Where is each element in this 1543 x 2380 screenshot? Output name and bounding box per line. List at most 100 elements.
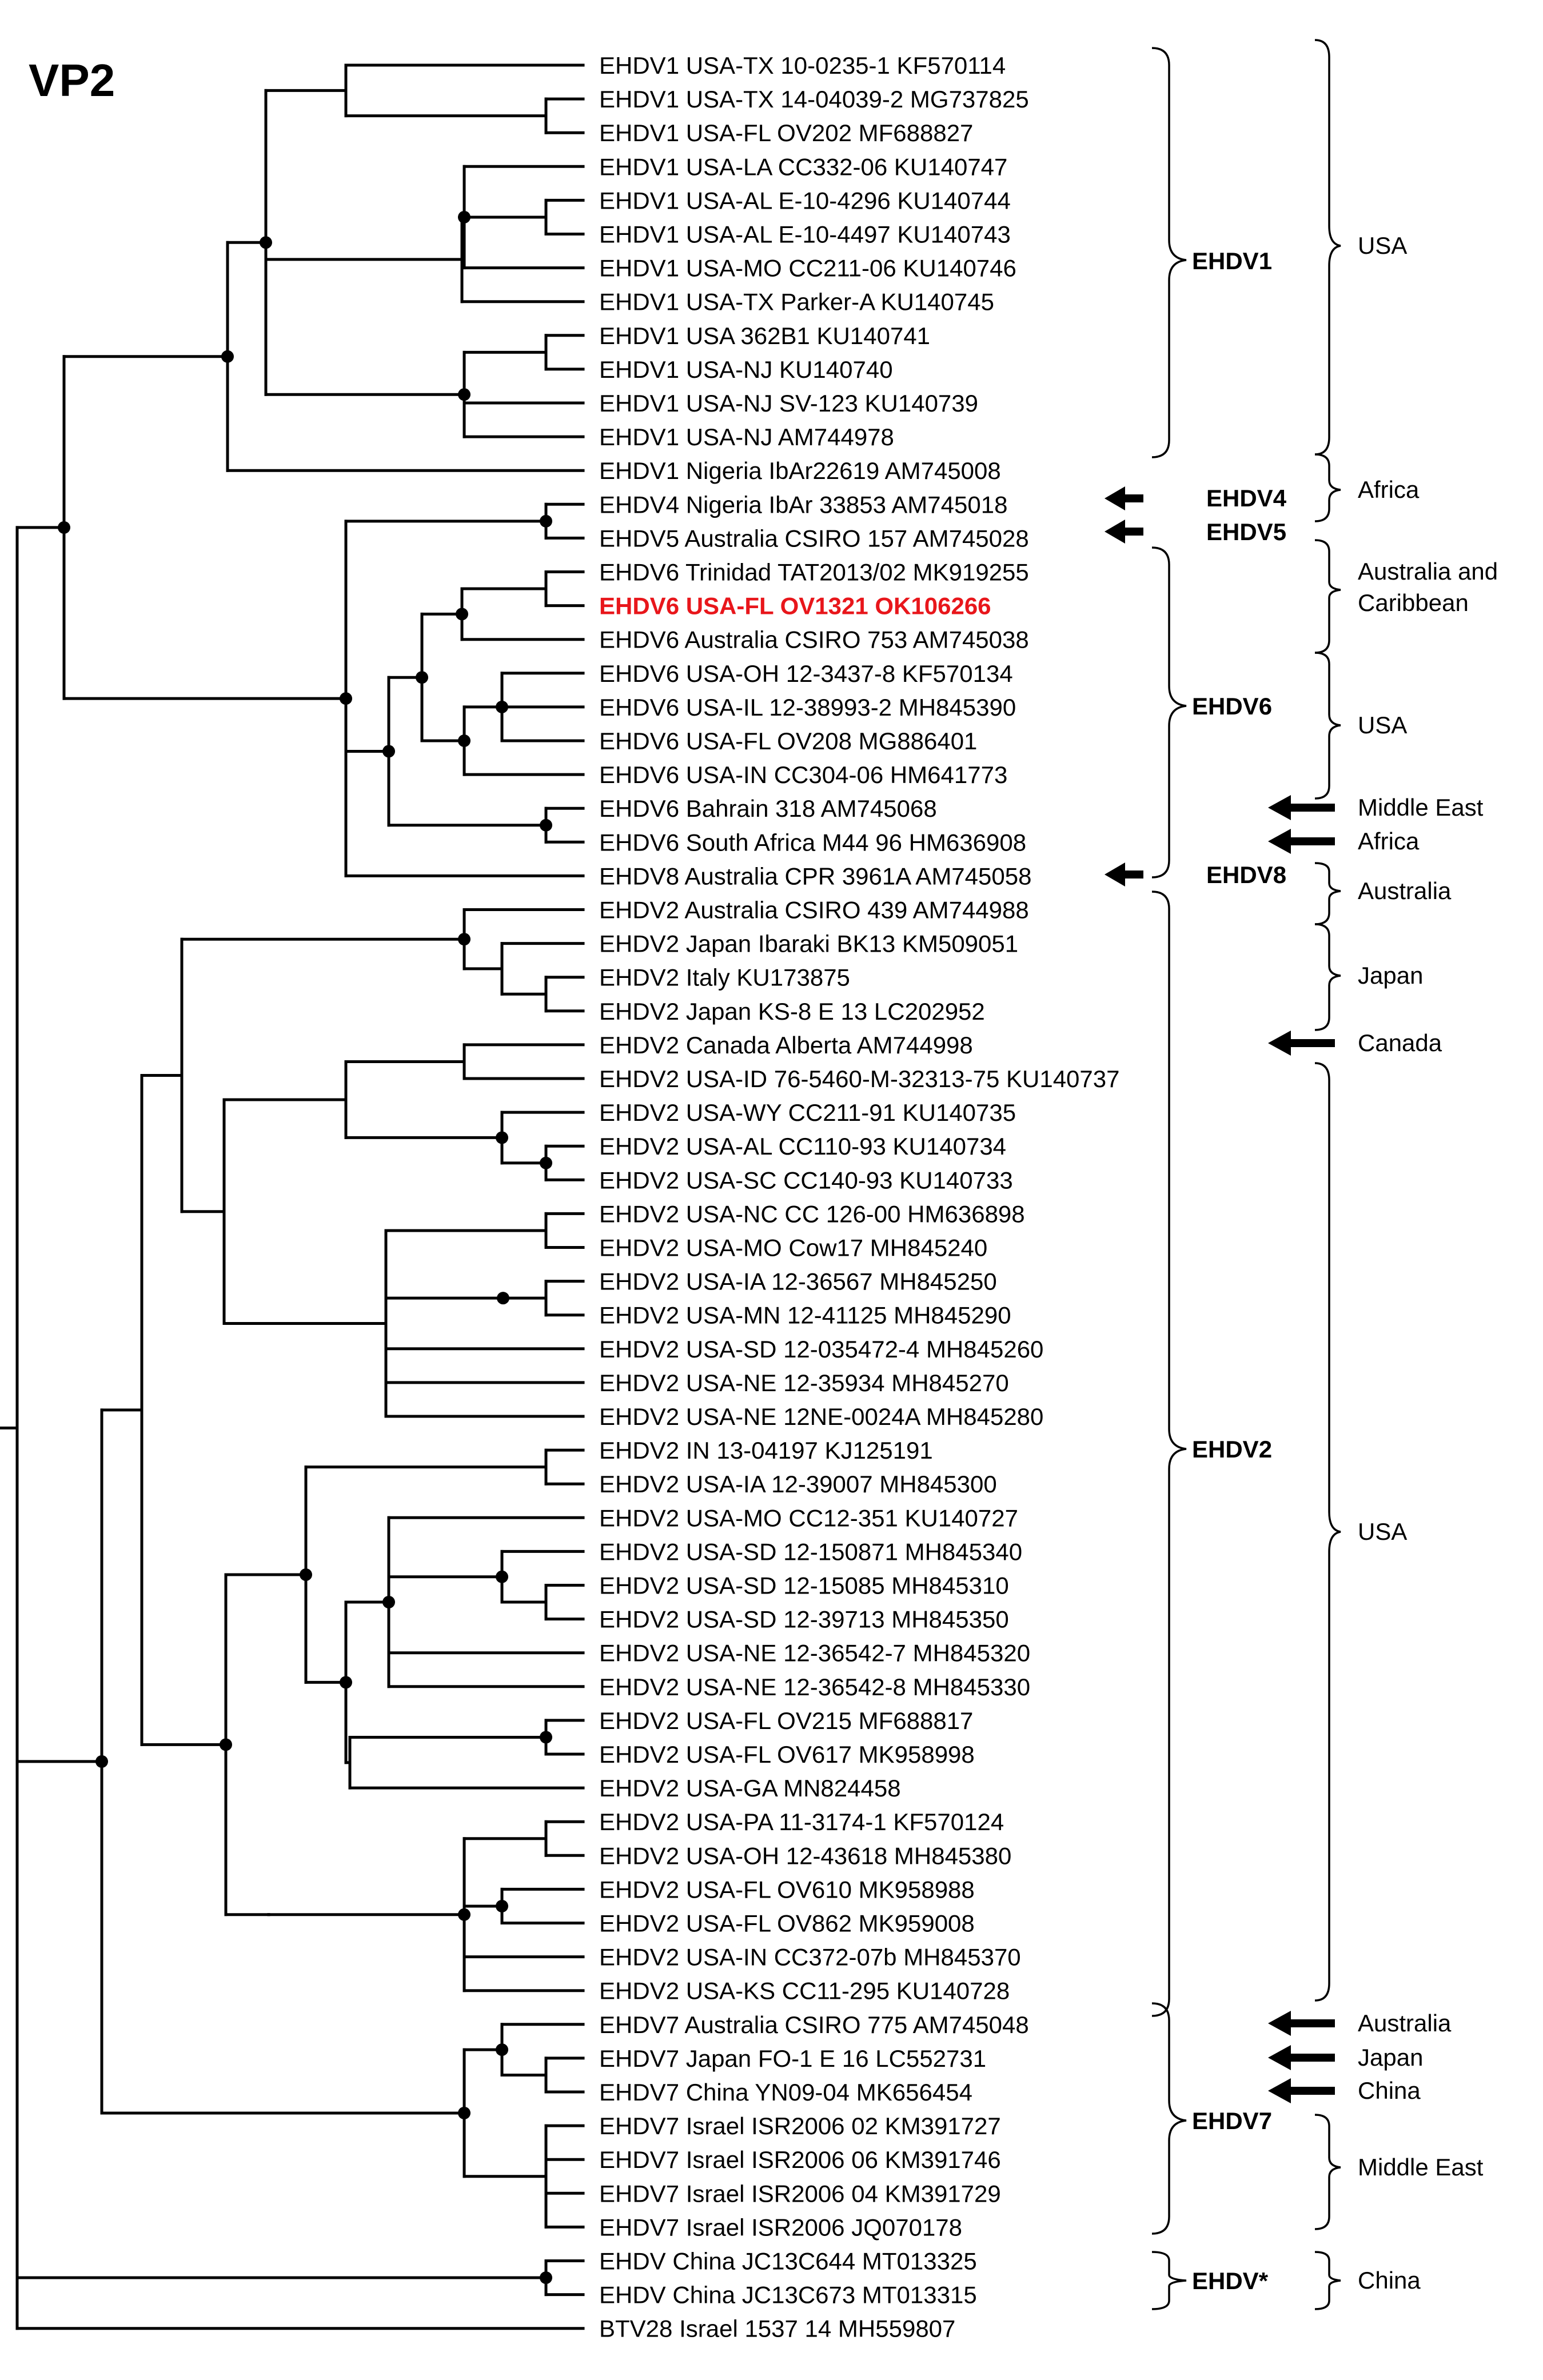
leaf-label: EHDV2 USA-FL OV215 MF688817 — [599, 1707, 973, 1734]
region-label-usa-2: USA — [1358, 712, 1407, 738]
leaf-label: EHDV2 USA-FL OV617 MK958998 — [599, 1741, 975, 1768]
leaf-label: EHDV8 Australia CPR 3961A AM745058 — [599, 862, 1031, 889]
leaf-labels: EHDV1 USA-TX 10-0235-1 KF570114 EHDV1 USA… — [599, 52, 1120, 2342]
leaf-label: EHDV1 USA-TX 14-04039-2 MG737825 — [599, 86, 1029, 113]
tree-branches — [0, 63, 585, 2330]
leaf-label: EHDV7 Japan FO-1 E 16 LC552731 — [599, 2045, 986, 2072]
leaf-label: EHDV7 Israel ISR2006 04 KM391729 — [599, 2180, 1001, 2207]
annotations: EHDV1 EHDV4 EHDV5 EHDV6 EHDV8 EHDV2 EHDV… — [1105, 39, 1498, 2310]
leaf-label: EHDV2 USA-SC CC140-93 KU140733 — [599, 1167, 1013, 1193]
bootstrap-node-dot — [458, 1908, 471, 1921]
leaf-label: EHDV1 USA-NJ AM744978 — [599, 424, 894, 450]
bootstrap-node-dot — [540, 1731, 552, 1744]
bootstrap-node-dot — [382, 745, 395, 758]
bracket-ehdv7 — [1151, 2002, 1187, 2235]
leaf-label: EHDV6 South Africa M44 96 HM636908 — [599, 829, 1026, 856]
bootstrap-node-dot — [540, 2271, 552, 2285]
arrow-japan-2 — [1268, 2045, 1335, 2070]
leaf-label: EHDV1 USA-FL OV202 MF688827 — [599, 119, 973, 146]
leaf-label: EHDV1 USA-NJ SV-123 KU140739 — [599, 390, 978, 417]
leaf-label: EHDV2 USA-NE 12-35934 MH845270 — [599, 1369, 1009, 1396]
leaf-label: EHDV2 Italy KU173875 — [599, 964, 850, 991]
leaf-label: EHDV6 Trinidad TAT2013/02 MK919255 — [599, 559, 1029, 586]
leaf-label: EHDV2 USA-OH 12-43618 MH845380 — [599, 1842, 1011, 1869]
bootstrap-node-dot — [95, 1755, 108, 1768]
serotype-label-ehdv6: EHDV6 — [1192, 693, 1272, 720]
leaf-label: EHDV2 USA-ID 76-5460-M-32313-75 KU140737 — [599, 1065, 1120, 1092]
leaf-label: EHDV6 Bahrain 318 AM745068 — [599, 795, 937, 822]
leaf-label: EHDV2 Japan Ibaraki BK13 KM509051 — [599, 931, 1018, 957]
bootstrap-node-dot — [496, 1899, 508, 1912]
bootstrap-node-dot — [458, 933, 471, 946]
arrow-ehdv8 — [1105, 862, 1143, 886]
bootstrap-node-dot — [220, 1738, 232, 1751]
region-label-canada: Canada — [1358, 1029, 1442, 1056]
bracket-region-usa-1 — [1314, 39, 1341, 456]
bootstrap-node-dot — [496, 1570, 508, 1583]
bootstrap-node-dot — [458, 734, 471, 747]
region-label-africa-1: Africa — [1358, 476, 1420, 503]
bootstrap-node-dot — [540, 1156, 552, 1169]
bootstrap-node-dot — [458, 388, 471, 401]
bootstrap-node-dot — [496, 1131, 508, 1144]
leaf-label: EHDV2 USA-IA 12-36567 MH845250 — [599, 1268, 997, 1295]
leaf-label: EHDV2 USA-AL CC110-93 KU140734 — [599, 1133, 1006, 1160]
bracket-region-china-2 — [1314, 2251, 1341, 2310]
bootstrap-node-dot — [497, 1292, 509, 1305]
leaf-label: EHDV1 USA-MO CC211-06 KU140746 — [599, 255, 1016, 282]
bracket-region-usa-2 — [1314, 652, 1341, 800]
leaf-label: EHDV2 USA-GA MN824458 — [599, 1775, 901, 1802]
bootstrap-node-dot — [382, 1596, 395, 1609]
leaf-label: EHDV1 USA 362B1 KU140741 — [599, 322, 930, 349]
serotype-label-ehdv2: EHDV2 — [1192, 1436, 1272, 1463]
arrow-ehdv5 — [1105, 520, 1143, 544]
leaf-label: EHDV7 Israel ISR2006 06 KM391746 — [599, 2146, 1001, 2173]
bootstrap-node-dot — [58, 521, 70, 534]
leaf-label: EHDV1 USA-TX Parker-A KU140745 — [599, 289, 994, 316]
bracket-ehdv1 — [1151, 47, 1187, 458]
bootstrap-node-dot — [340, 1676, 352, 1689]
leaf-label: EHDV5 Australia CSIRO 157 AM745028 — [599, 525, 1029, 552]
serotype-label-ehdv1: EHDV1 — [1192, 247, 1272, 274]
leaf-label: EHDV7 Australia CSIRO 775 AM745048 — [599, 2011, 1029, 2038]
leaf-label: BTV28 Israel 1537 14 MH559807 — [599, 2315, 955, 2342]
leaf-label: EHDV2 USA-NE 12NE-0024A MH845280 — [599, 1403, 1043, 1430]
leaf-label: EHDV2 USA-NC CC 126-00 HM636898 — [599, 1200, 1025, 1227]
region-label-usa-1: USA — [1358, 232, 1407, 259]
leaf-label: EHDV7 Israel ISR2006 JQ070178 — [599, 2214, 962, 2241]
bracket-region-australia-caribbean — [1314, 539, 1341, 654]
arrow-canada — [1268, 1031, 1335, 1056]
region-label-australia-1: Australia — [1358, 877, 1452, 904]
leaf-label: EHDV1 Nigeria IbAr22619 AM745008 — [599, 457, 1001, 484]
serotype-label-ehdv7: EHDV7 — [1192, 2107, 1272, 2134]
region-label-china-1: China — [1358, 2077, 1421, 2104]
region-label-japan-2: Japan — [1358, 2044, 1423, 2071]
leaf-label: EHDV China JC13C644 MT013325 — [599, 2248, 977, 2275]
bootstrap-node-dot — [458, 2106, 471, 2119]
leaf-label: EHDV6 USA-IN CC304-06 HM641773 — [599, 761, 1007, 788]
leaf-label: EHDV2 USA-PA 11-3174-1 KF570124 — [599, 1808, 1004, 1835]
region-label-australia-and: Australia and — [1358, 558, 1498, 585]
leaf-label: EHDV1 USA-AL E-10-4296 KU140744 — [599, 187, 1011, 214]
leaf-label: EHDV6 USA-OH 12-3437-8 KF570134 — [599, 660, 1013, 687]
bracket-region-japan-1 — [1314, 923, 1341, 1031]
bootstrap-node-dot — [540, 514, 552, 528]
serotype-label-ehdv-star: EHDV* — [1192, 2267, 1269, 2294]
region-label-middle-east-2: Middle East — [1358, 2154, 1484, 2181]
leaf-label: EHDV2 IN 13-04197 KJ125191 — [599, 1437, 933, 1464]
bootstrap-node-dot — [458, 210, 471, 223]
arrow-middle-east-1 — [1268, 795, 1335, 820]
leaf-label: EHDV2 USA-MN 12-41125 MH845290 — [599, 1302, 1011, 1329]
bracket-region-middle-east — [1314, 2114, 1341, 2230]
leaf-label: EHDV4 Nigeria IbAr 33853 AM745018 — [599, 491, 1007, 518]
leaf-label: EHDV1 USA-NJ KU140740 — [599, 356, 893, 383]
leaf-label: EHDV2 USA-WY CC211-91 KU140735 — [599, 1099, 1016, 1126]
arrow-china-1 — [1268, 2078, 1335, 2103]
bootstrap-node-dot — [340, 692, 352, 705]
arrow-africa-2 — [1268, 829, 1335, 854]
leaf-label: EHDV2 USA-SD 12-035472-4 MH845260 — [599, 1336, 1043, 1363]
region-label-caribbean: Caribbean — [1358, 589, 1469, 616]
leaf-label: EHDV7 Israel ISR2006 02 KM391727 — [599, 2113, 1001, 2139]
